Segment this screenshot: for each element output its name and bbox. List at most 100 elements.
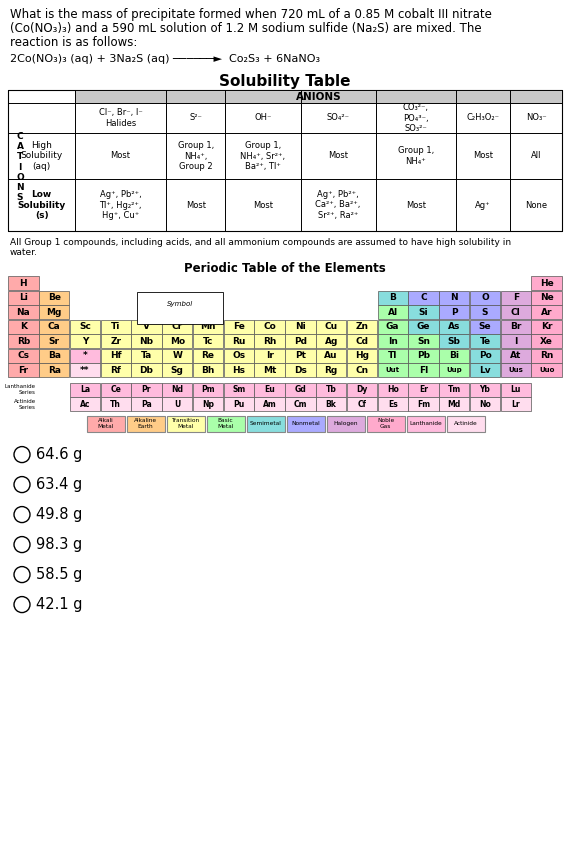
Text: Actinide: Actinide	[453, 421, 477, 426]
Bar	[347, 383, 377, 397]
Text: Ge: Ge	[417, 322, 431, 331]
Bar	[532, 349, 562, 362]
Text: Os: Os	[232, 352, 246, 360]
Bar	[470, 363, 500, 378]
Bar	[224, 363, 254, 378]
Bar	[8, 291, 39, 305]
Bar	[377, 291, 408, 305]
Bar	[285, 319, 316, 334]
Text: Fl: Fl	[419, 366, 428, 375]
Text: Ga: Ga	[386, 322, 400, 331]
Text: Cu: Cu	[324, 322, 337, 331]
Text: Sm: Sm	[232, 385, 246, 395]
Bar	[131, 349, 162, 362]
Text: Pm: Pm	[201, 385, 215, 395]
Bar	[131, 363, 162, 378]
Text: Pa: Pa	[141, 400, 152, 409]
Bar	[439, 363, 469, 378]
Text: Mn: Mn	[200, 322, 216, 331]
Bar	[127, 416, 164, 432]
Text: Ce: Ce	[110, 385, 121, 395]
Text: Db: Db	[139, 366, 154, 375]
Text: Zr: Zr	[110, 336, 121, 346]
Text: Ra: Ra	[47, 366, 61, 375]
Text: Lr: Lr	[512, 400, 520, 409]
Bar	[439, 319, 469, 334]
Text: water.: water.	[10, 248, 38, 257]
Text: 63.4 g: 63.4 g	[36, 477, 82, 492]
Text: Pb: Pb	[417, 352, 430, 360]
Text: Cd: Cd	[355, 336, 368, 346]
Text: Most: Most	[253, 201, 273, 210]
Text: Low
Solubility
(s): Low Solubility (s)	[18, 191, 66, 220]
Text: ANIONS: ANIONS	[296, 92, 341, 101]
Text: As: As	[448, 322, 460, 331]
Text: Sr: Sr	[49, 336, 59, 346]
Text: Zn: Zn	[355, 322, 368, 331]
Text: Eu: Eu	[264, 385, 275, 395]
Text: Nd: Nd	[171, 385, 183, 395]
Text: (Co(NO₃)₃) and a 590 mL solution of 1.2 M sodium sulfide (Na₂S) are mixed. The: (Co(NO₃)₃) and a 590 mL solution of 1.2 …	[10, 22, 481, 35]
Text: Rf: Rf	[110, 366, 121, 375]
Text: Be: Be	[47, 293, 61, 303]
Text: Pr: Pr	[142, 385, 151, 395]
Bar	[347, 349, 377, 362]
Text: Actinide
Series: Actinide Series	[14, 399, 36, 410]
Bar	[316, 349, 347, 362]
Bar	[8, 334, 39, 348]
Bar	[408, 334, 439, 348]
Text: Fr: Fr	[18, 366, 29, 375]
Text: Ac: Ac	[80, 400, 90, 409]
Text: Li: Li	[19, 293, 28, 303]
Text: Gd: Gd	[295, 385, 306, 395]
Bar	[501, 334, 531, 348]
Text: What is the mass of precipitate formed when 720 mL of a 0.85 M cobalt III nitrat: What is the mass of precipitate formed w…	[10, 8, 492, 21]
Bar	[39, 305, 69, 319]
Text: Cm: Cm	[293, 400, 307, 409]
Bar	[408, 349, 439, 362]
Text: Most: Most	[111, 152, 131, 160]
Bar	[8, 349, 39, 362]
Text: S²⁻: S²⁻	[189, 114, 202, 122]
Text: Cn: Cn	[355, 366, 368, 375]
Text: 98.3 g: 98.3 g	[36, 537, 82, 552]
Text: Ni: Ni	[295, 322, 305, 331]
Text: Hs: Hs	[232, 366, 246, 375]
Bar	[8, 319, 39, 334]
Bar	[39, 319, 69, 334]
Bar	[316, 334, 347, 348]
Bar	[501, 305, 531, 319]
Text: Mo: Mo	[170, 336, 185, 346]
Text: 49.8 g: 49.8 g	[36, 507, 82, 522]
Bar	[327, 416, 364, 432]
Text: **: **	[80, 366, 90, 375]
Bar	[285, 397, 316, 411]
Text: Nonmetal: Nonmetal	[291, 421, 320, 426]
Text: CO₃²⁻,
PO₄³⁻,
SO₃²⁻: CO₃²⁻, PO₄³⁻, SO₃²⁻	[403, 103, 429, 133]
Bar	[377, 363, 408, 378]
Bar	[70, 363, 100, 378]
Text: Co: Co	[263, 322, 276, 331]
Bar	[162, 397, 192, 411]
Text: 58.5 g: 58.5 g	[36, 567, 82, 582]
Bar	[470, 319, 500, 334]
Bar	[470, 291, 500, 305]
Text: Sg: Sg	[171, 366, 184, 375]
Bar	[408, 363, 439, 378]
Bar	[470, 383, 500, 397]
Bar	[439, 383, 469, 397]
Bar	[75, 90, 562, 103]
Text: Ne: Ne	[540, 293, 553, 303]
Text: W: W	[172, 352, 182, 360]
Bar	[377, 305, 408, 319]
Text: Tb: Tb	[325, 385, 336, 395]
Text: Te: Te	[480, 336, 490, 346]
Bar	[137, 292, 223, 324]
Text: C: C	[420, 293, 427, 303]
Text: Lanthanide
Series: Lanthanide Series	[5, 384, 36, 395]
Bar	[39, 349, 69, 362]
Bar	[8, 305, 39, 319]
Bar	[377, 383, 408, 397]
Text: reaction is as follows:: reaction is as follows:	[10, 36, 138, 49]
Bar	[100, 363, 131, 378]
